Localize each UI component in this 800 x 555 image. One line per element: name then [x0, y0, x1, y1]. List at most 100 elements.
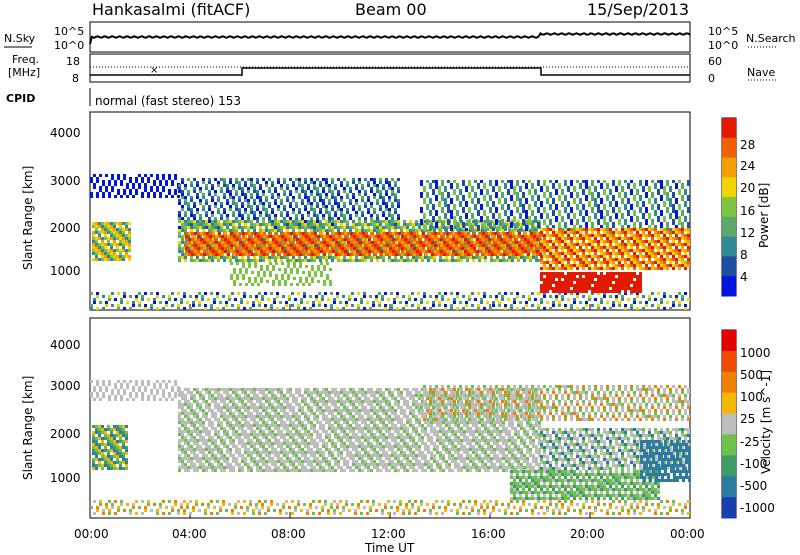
power-cell [437, 253, 440, 256]
power-cell [336, 292, 339, 295]
power-cell [258, 301, 261, 304]
power-cell [247, 199, 250, 202]
power-cell [357, 307, 360, 310]
power-cell [639, 281, 642, 284]
power-cell [564, 222, 567, 225]
power-cell [297, 292, 300, 295]
power-cell [603, 252, 606, 255]
power-cell [116, 246, 119, 249]
power-cell [500, 244, 503, 247]
power-cell [546, 246, 549, 249]
power-cell [432, 189, 435, 192]
power-cell [256, 178, 259, 181]
power-cell [684, 264, 687, 267]
power-cell [276, 295, 279, 298]
power-cell [603, 287, 606, 290]
power-cell [426, 204, 429, 207]
power-cell [335, 244, 338, 247]
power-cell [597, 192, 600, 195]
power-cell [168, 298, 171, 301]
power-cell [630, 249, 633, 252]
power-cell [238, 259, 241, 262]
power-cell [435, 210, 438, 213]
power-cell [299, 277, 302, 280]
power-cell [588, 249, 591, 252]
power-cell [247, 229, 250, 232]
power-cell [427, 259, 430, 262]
power-cell [95, 258, 98, 261]
power-cell [292, 256, 295, 259]
power-cell [296, 232, 299, 235]
power-cell [449, 253, 452, 256]
power-cell [245, 232, 248, 235]
power-cell [443, 247, 446, 250]
power-cell [327, 298, 330, 301]
power-cell [110, 249, 113, 252]
power-cell [482, 244, 485, 247]
power-cell [96, 295, 99, 298]
power-cell [561, 237, 564, 240]
power-cell [371, 241, 374, 244]
power-cell [500, 247, 503, 250]
power-cell [101, 243, 104, 246]
power-cell [627, 186, 630, 189]
power-cell [570, 243, 573, 246]
power-cell [540, 234, 543, 237]
power-cell [461, 253, 464, 256]
power-cell [663, 261, 666, 264]
power-cell [458, 250, 461, 253]
power-cell [437, 241, 440, 244]
power-cell [546, 281, 549, 284]
power-cell [129, 295, 132, 298]
power-cell [468, 222, 471, 225]
power-cell [585, 237, 588, 240]
power-cell [328, 202, 331, 205]
power-cell [387, 298, 390, 301]
power-cell [243, 295, 246, 298]
power-cell [328, 226, 331, 229]
power-cell [496, 256, 499, 259]
power-cell [552, 255, 555, 258]
power-cell [304, 196, 307, 199]
power-cell [576, 295, 579, 298]
power-cell [508, 259, 511, 262]
power-cell [500, 253, 503, 256]
power-cell [211, 226, 214, 229]
power-cell [268, 205, 271, 208]
power-cell [663, 201, 666, 204]
power-cell [98, 249, 101, 252]
power-cell [615, 272, 618, 275]
power-cell [125, 234, 128, 237]
power-cell [573, 301, 576, 304]
power-cell [102, 307, 105, 310]
power-cell [199, 199, 202, 202]
power-cell [263, 232, 266, 235]
power-cell [630, 228, 633, 231]
power-cell [211, 223, 214, 226]
power-cell [657, 267, 660, 270]
power-cell [442, 259, 445, 262]
power-cell [536, 232, 539, 235]
power-cell [657, 240, 660, 243]
power-cell [425, 244, 428, 247]
power-cell [208, 193, 211, 196]
power-cell [397, 205, 400, 208]
power-cell [428, 232, 431, 235]
power-cell [283, 226, 286, 229]
power-cell [627, 252, 630, 255]
power-cell [453, 204, 456, 207]
power-cell [576, 252, 579, 255]
power-cell [552, 272, 555, 275]
power-cell [379, 196, 382, 199]
power-cell [364, 223, 367, 226]
power-cell [278, 235, 281, 238]
power-cell [245, 247, 248, 250]
power-cell [642, 231, 645, 234]
power-cell [311, 268, 314, 271]
power-cell [456, 222, 459, 225]
power-cell [346, 208, 349, 211]
power-cell [549, 249, 552, 252]
power-cell [347, 232, 350, 235]
power-cell [561, 284, 564, 287]
power-cell [300, 301, 303, 304]
